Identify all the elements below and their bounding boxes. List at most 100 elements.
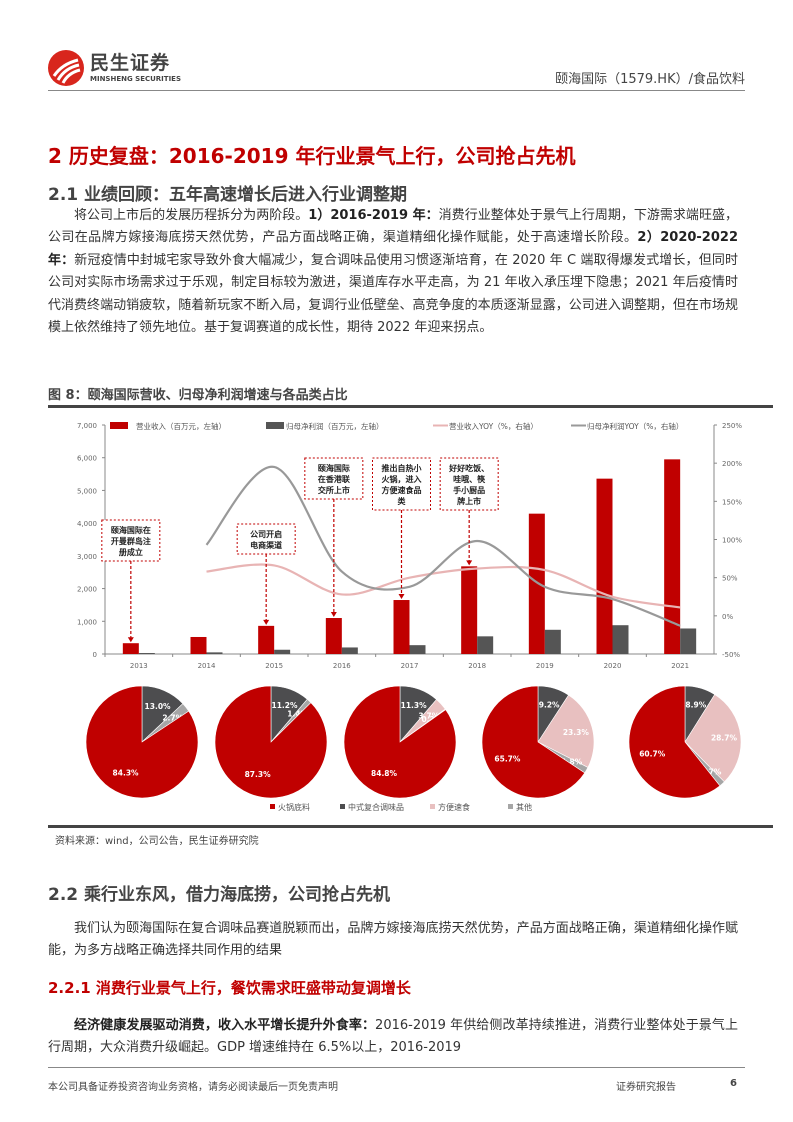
svg-text:好好吃饭、: 好好吃饭、	[448, 463, 489, 473]
svg-text:65.7%: 65.7%	[494, 754, 521, 763]
svg-text:87.3%: 87.3%	[245, 770, 272, 779]
revenue-bar	[528, 513, 545, 654]
pie-slice	[628, 685, 721, 799]
right-tick-label: 150%	[722, 498, 742, 506]
right-tick-label: -50%	[722, 651, 740, 659]
left-tick-label: 6,000	[77, 455, 97, 463]
net-profit-bar	[612, 625, 629, 654]
net-profit-bar	[680, 628, 697, 654]
logo-chinese-name: 民生证券	[90, 52, 171, 74]
svg-text:23.3%: 23.3%	[563, 728, 590, 737]
net-profit-bar	[409, 645, 426, 654]
svg-text:28.7%: 28.7%	[711, 734, 738, 743]
page-number: 6	[730, 1078, 737, 1089]
svg-text:火锅，进入: 火锅，进入	[382, 474, 422, 484]
revenue-bar	[393, 600, 410, 654]
net-profit-bar	[477, 636, 494, 654]
net-profit-bar	[341, 647, 358, 654]
svg-text:9.2%: 9.2%	[539, 700, 560, 709]
svg-text:13.0%: 13.0%	[145, 702, 172, 711]
pie-chart-2015: 13.0% 2.7% 84.3%	[85, 685, 199, 799]
section-title: 2 历史复盘：2016-2019 年行业景气上行，公司抢占先机	[48, 144, 576, 168]
svg-text:归母净利润YOY（%，右轴）: 归母净利润YOY（%，右轴）	[587, 421, 683, 431]
report-subject: 颐海国际（1579.HK）/食品饮料	[555, 72, 745, 87]
svg-text:哇哦、筷: 哇哦、筷	[453, 474, 486, 484]
svg-text:颐海国际在: 颐海国际在	[111, 525, 151, 535]
subsection-title-2-2: 2.2 乘行业东风，借力海底捞，公司抢占先机	[48, 885, 391, 905]
revenue-bar	[325, 618, 342, 654]
svg-text:营业收入（百万元，左轴）: 营业收入（百万元，左轴）	[136, 421, 226, 431]
net-profit-bar	[274, 649, 291, 654]
left-tick-label: 2,000	[77, 586, 97, 594]
revenue-bar	[596, 478, 613, 654]
left-tick-label: 5,000	[77, 487, 97, 495]
net-profit-bar	[206, 652, 223, 654]
body-paragraph-2-2: 我们认为颐海国际在复合调味品赛道脱颖而出，品牌方嫁接海底捞天然优势，产品方面战略…	[48, 921, 738, 959]
svg-text:中式复合调味品: 中式复合调味品	[348, 802, 404, 812]
pie-chart-2016: 11.2%1.4% 87.3%	[214, 685, 328, 799]
svg-text:11.2%: 11.2%	[272, 701, 299, 710]
pie-slice	[85, 685, 199, 799]
left-tick-label: 3,000	[77, 553, 97, 561]
company-logo: 民生证券 MINSHENG SECURITIES	[48, 48, 188, 88]
left-tick-label: 0	[93, 651, 97, 659]
pie-slice	[214, 685, 328, 799]
svg-text:其他: 其他	[516, 802, 532, 812]
svg-text:颐海国际: 颐海国际	[318, 463, 350, 473]
x-tick-label: 2016	[333, 662, 351, 670]
revenue-bar	[461, 566, 478, 654]
right-tick-label: 0%	[722, 613, 733, 621]
figure-top-rule	[48, 405, 773, 408]
left-tick-label: 1,000	[77, 618, 97, 626]
svg-text:11.3%: 11.3%	[401, 701, 428, 710]
right-tick-label: 200%	[722, 460, 742, 468]
svg-text:8.9%: 8.9%	[685, 700, 706, 709]
x-tick-label: 2015	[265, 662, 283, 670]
logo-english-name: MINSHENG SECURITIES	[90, 75, 181, 83]
chart-legend: 营业收入（百万元，左轴） 归母净利润（百万元，左轴） 营业收入YOY（%，右轴） 归母…	[110, 421, 683, 431]
svg-text:84.3%: 84.3%	[113, 769, 140, 778]
disclaimer-text: 本公司具备证券投资咨询业务资格，请务必阅读最后一页免责声明	[48, 1082, 338, 1093]
svg-text:方便速食: 方便速食	[438, 802, 470, 812]
svg-text:手小厨品: 手小厨品	[453, 485, 485, 495]
footer-divider	[48, 1067, 745, 1068]
x-tick-label: 2019	[536, 662, 554, 670]
svg-text:1.4%: 1.4%	[287, 709, 308, 718]
right-tick-label: 250%	[722, 422, 742, 430]
pie-slice	[481, 685, 586, 799]
svg-text:营业收入YOY（%，右轴）: 营业收入YOY（%，右轴）	[449, 421, 538, 431]
svg-text:类: 类	[398, 496, 406, 506]
net-profit-bar	[138, 653, 155, 654]
left-tick-label: 4,000	[77, 520, 97, 528]
pie-slice	[343, 685, 457, 799]
revenue-bar	[122, 643, 139, 654]
svg-text:84.8%: 84.8%	[371, 769, 398, 778]
x-tick-label: 2021	[671, 662, 689, 670]
body-paragraph: 将公司上市后的发展历程拆分为两阶段。1）2016-2019 年：消费行业整体处于…	[48, 208, 738, 336]
svg-text:牌上市: 牌上市	[457, 496, 481, 506]
pie-slice	[684, 694, 742, 783]
pie-legend: 火锅底料 中式复合调味品 方便速食 其他	[270, 802, 532, 812]
pie-slice	[537, 694, 595, 768]
x-tick-label: 2020	[604, 662, 622, 670]
svg-text:火锅底料: 火锅底料	[278, 802, 310, 812]
revenue-bar	[258, 625, 275, 654]
x-tick-label: 2014	[198, 662, 216, 670]
svg-text:60.7%: 60.7%	[639, 749, 666, 758]
left-tick-label: 7,000	[77, 422, 97, 430]
body-paragraph-2-2-1: 经济健康发展驱动消费，收入水平增长提升外食率：2016-2019 年供给侧改革持…	[48, 1018, 738, 1056]
x-tick-label: 2018	[468, 662, 486, 670]
subsection-title: 2.1 业绩回顾：五年高速增长后进入行业调整期	[48, 185, 408, 205]
svg-text:在香港联: 在香港联	[318, 474, 350, 484]
pie-chart-2017: 11.3%3.7%0.2%84.8%	[343, 685, 457, 799]
pie-chart-2018: 9.2% 23.3% 1.8% 65.7%	[481, 685, 595, 799]
figure-source: 资料来源：wind，公司公告，民生证券研究院	[55, 836, 259, 847]
net-profit-yoy-line	[205, 465, 681, 627]
pie-chart-2019: 8.9% 28.7% 1.7% 60.7%	[628, 685, 742, 799]
revenue-bar	[190, 636, 207, 654]
right-tick-label: 100%	[722, 537, 742, 545]
